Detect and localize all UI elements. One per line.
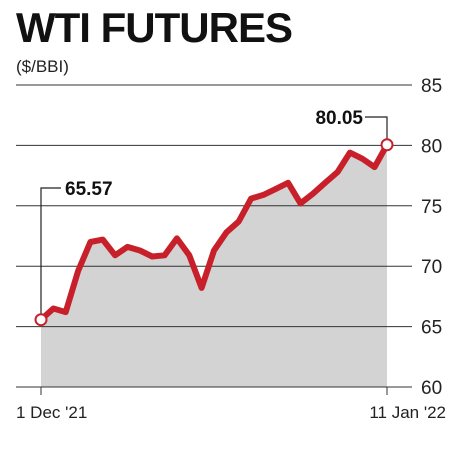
y-tick-label-65: 65 <box>421 318 442 339</box>
wti-price-line <box>38 141 390 323</box>
marker-end <box>380 138 394 152</box>
marker-start <box>34 313 48 327</box>
y-tick-label-85: 85 <box>421 76 442 97</box>
data-label-end: 80.05 <box>315 108 363 129</box>
x-tick-label-end: 11 Jan '22 <box>369 403 446 422</box>
y-tick-label-70: 70 <box>421 257 442 278</box>
y-tick-label-80: 80 <box>421 136 442 157</box>
y-tick-label-75: 75 <box>421 197 442 218</box>
unit-label: ($/BBI) <box>16 57 69 76</box>
annotation-leader-start <box>40 187 61 314</box>
y-tick-label-60: 60 <box>421 378 442 399</box>
data-label-start: 65.57 <box>65 179 113 200</box>
chart-title: WTI FUTURES <box>16 4 293 51</box>
annotation-leader-end <box>365 116 388 139</box>
x-tick-label-start: 1 Dec '21 <box>16 403 87 422</box>
